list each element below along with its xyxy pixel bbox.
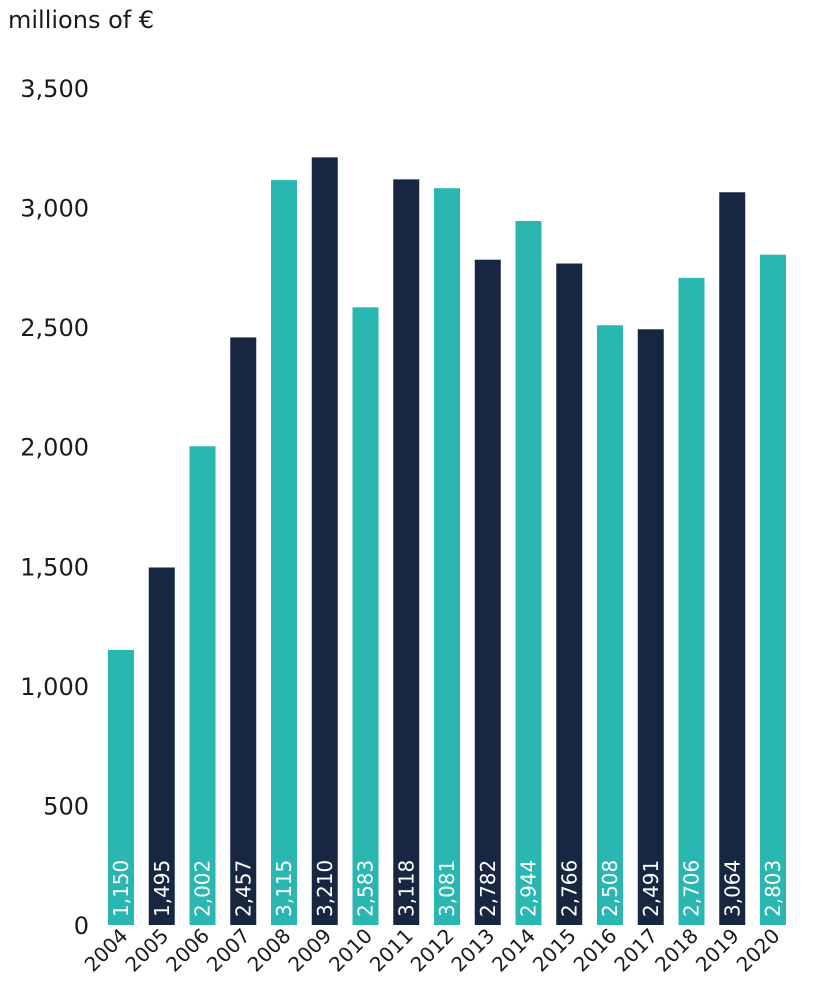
bar-value-label: 2,766 bbox=[557, 860, 581, 917]
x-tick-label: 2010 bbox=[324, 924, 377, 977]
x-tick-label: 2014 bbox=[487, 924, 540, 977]
bar-value-label: 3,115 bbox=[272, 860, 296, 917]
bar-value-label: 3,081 bbox=[435, 860, 459, 917]
bar-value-label: 2,803 bbox=[761, 860, 785, 917]
bar bbox=[271, 180, 297, 925]
bar bbox=[393, 179, 420, 926]
x-tick-label: 2009 bbox=[283, 924, 336, 977]
bar-value-label: 2,508 bbox=[598, 860, 622, 917]
bar bbox=[556, 263, 583, 925]
bar bbox=[230, 337, 257, 925]
bar bbox=[597, 325, 623, 925]
bar-value-label: 3,064 bbox=[720, 860, 744, 917]
x-tick-label: 2015 bbox=[528, 924, 581, 977]
bar bbox=[719, 192, 746, 925]
x-axis-ticks: 2004200520062007200820092010201120122013… bbox=[80, 924, 785, 977]
x-tick-label: 2005 bbox=[120, 924, 173, 977]
bar bbox=[515, 220, 542, 925]
x-tick-label: 2016 bbox=[569, 924, 622, 977]
bar-value-label: 3,210 bbox=[313, 860, 337, 917]
bar-value-label: 2,782 bbox=[476, 860, 500, 917]
x-tick-label: 2008 bbox=[243, 924, 296, 977]
x-tick-label: 2012 bbox=[406, 924, 459, 977]
bar-series bbox=[108, 157, 786, 926]
bar-data-labels: 1,150 1,495 2,002 2,457 3,115 3,210 2,583 3,118… bbox=[109, 860, 785, 917]
bar bbox=[434, 188, 460, 925]
bar-value-label: 2,457 bbox=[231, 860, 255, 917]
bar-value-label: 2,583 bbox=[354, 860, 378, 917]
bar-value-label: 2,491 bbox=[639, 860, 663, 917]
bar bbox=[148, 567, 175, 925]
bar bbox=[311, 157, 338, 925]
bar bbox=[189, 446, 216, 925]
bar-value-label: 2,944 bbox=[517, 860, 541, 917]
bar bbox=[760, 254, 786, 926]
bar-value-label: 1,495 bbox=[150, 860, 174, 917]
x-tick-label: 2011 bbox=[365, 924, 418, 977]
x-tick-label: 2006 bbox=[161, 924, 214, 977]
bar-value-label: 1,150 bbox=[109, 860, 133, 917]
bar-value-label: 3,118 bbox=[394, 860, 418, 917]
y-tick-label: 2,500 bbox=[20, 314, 89, 342]
y-tick-label: 0 bbox=[74, 912, 89, 940]
y-axis-ticks: 0 500 1,000 1,500 2,000 2,500 3,000 3,500 bbox=[20, 75, 89, 940]
x-tick-label: 2020 bbox=[732, 924, 785, 977]
bar bbox=[637, 329, 664, 925]
x-tick-label: 2018 bbox=[650, 924, 703, 977]
y-tick-label: 2,000 bbox=[20, 434, 89, 462]
y-tick-label: 500 bbox=[43, 792, 89, 820]
y-tick-label: 3,500 bbox=[20, 75, 89, 103]
x-tick-label: 2017 bbox=[609, 924, 662, 977]
bar bbox=[474, 259, 501, 925]
x-tick-label: 2013 bbox=[446, 924, 499, 977]
y-axis-unit-label: millions of € bbox=[8, 6, 155, 34]
bar bbox=[108, 649, 134, 925]
bar bbox=[678, 277, 705, 926]
bar-value-label: 2,002 bbox=[191, 860, 215, 917]
y-tick-label: 3,000 bbox=[20, 195, 89, 223]
bar bbox=[352, 307, 379, 925]
y-tick-label: 1,500 bbox=[20, 553, 89, 581]
x-tick-label: 2019 bbox=[691, 924, 744, 977]
bar-value-label: 2,706 bbox=[680, 860, 704, 917]
y-tick-label: 1,000 bbox=[20, 673, 89, 701]
x-tick-label: 2007 bbox=[202, 924, 255, 977]
